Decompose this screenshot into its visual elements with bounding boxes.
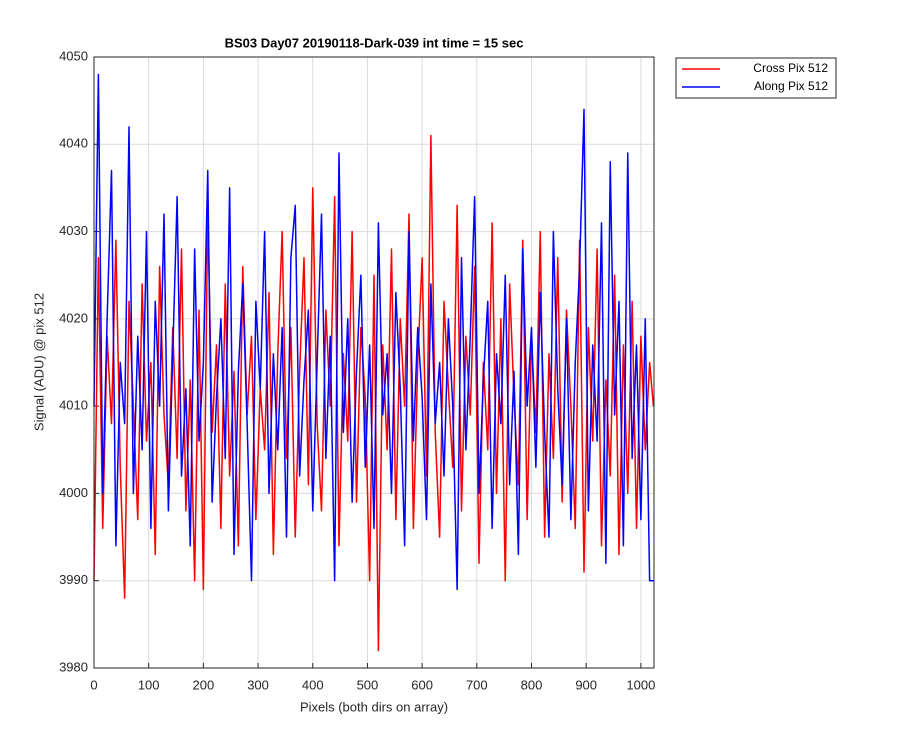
x-tick-label: 300 <box>247 677 269 692</box>
x-tick-label: 400 <box>302 677 324 692</box>
y-tick-label: 4040 <box>59 136 88 151</box>
x-tick-label: 100 <box>138 677 160 692</box>
x-tick-label: 200 <box>193 677 215 692</box>
data-line <box>93 73 654 591</box>
plot-frame <box>93 56 655 669</box>
chart-title: BS03 Day07 20190118-Dark-039 int time = … <box>225 35 524 50</box>
legend-box <box>675 57 837 99</box>
x-tick-label: 1000 <box>626 677 655 692</box>
legend-label: Along Pix 512 <box>754 79 828 93</box>
y-tick-label: 4010 <box>59 398 88 413</box>
legend-label: Cross Pix 512 <box>753 61 828 75</box>
y-axis-label: Signal (ADU) @ pix 512 <box>31 293 46 431</box>
x-tick-label: 900 <box>575 677 597 692</box>
y-tick-label: 4000 <box>59 485 88 500</box>
x-tick-label: 600 <box>411 677 433 692</box>
y-tick-label: 4050 <box>59 48 88 63</box>
x-tick-label: 500 <box>357 677 379 692</box>
y-tick-label: 3980 <box>59 659 88 674</box>
y-tick-label: 3990 <box>59 572 88 587</box>
x-tick-label: 700 <box>466 677 488 692</box>
y-tick-label: 4020 <box>59 310 88 325</box>
x-axis-label: Pixels (both dirs on array) <box>300 699 448 714</box>
y-tick-label: 4030 <box>59 223 88 238</box>
x-tick-label: 0 <box>90 677 97 692</box>
x-tick-label: 800 <box>521 677 543 692</box>
